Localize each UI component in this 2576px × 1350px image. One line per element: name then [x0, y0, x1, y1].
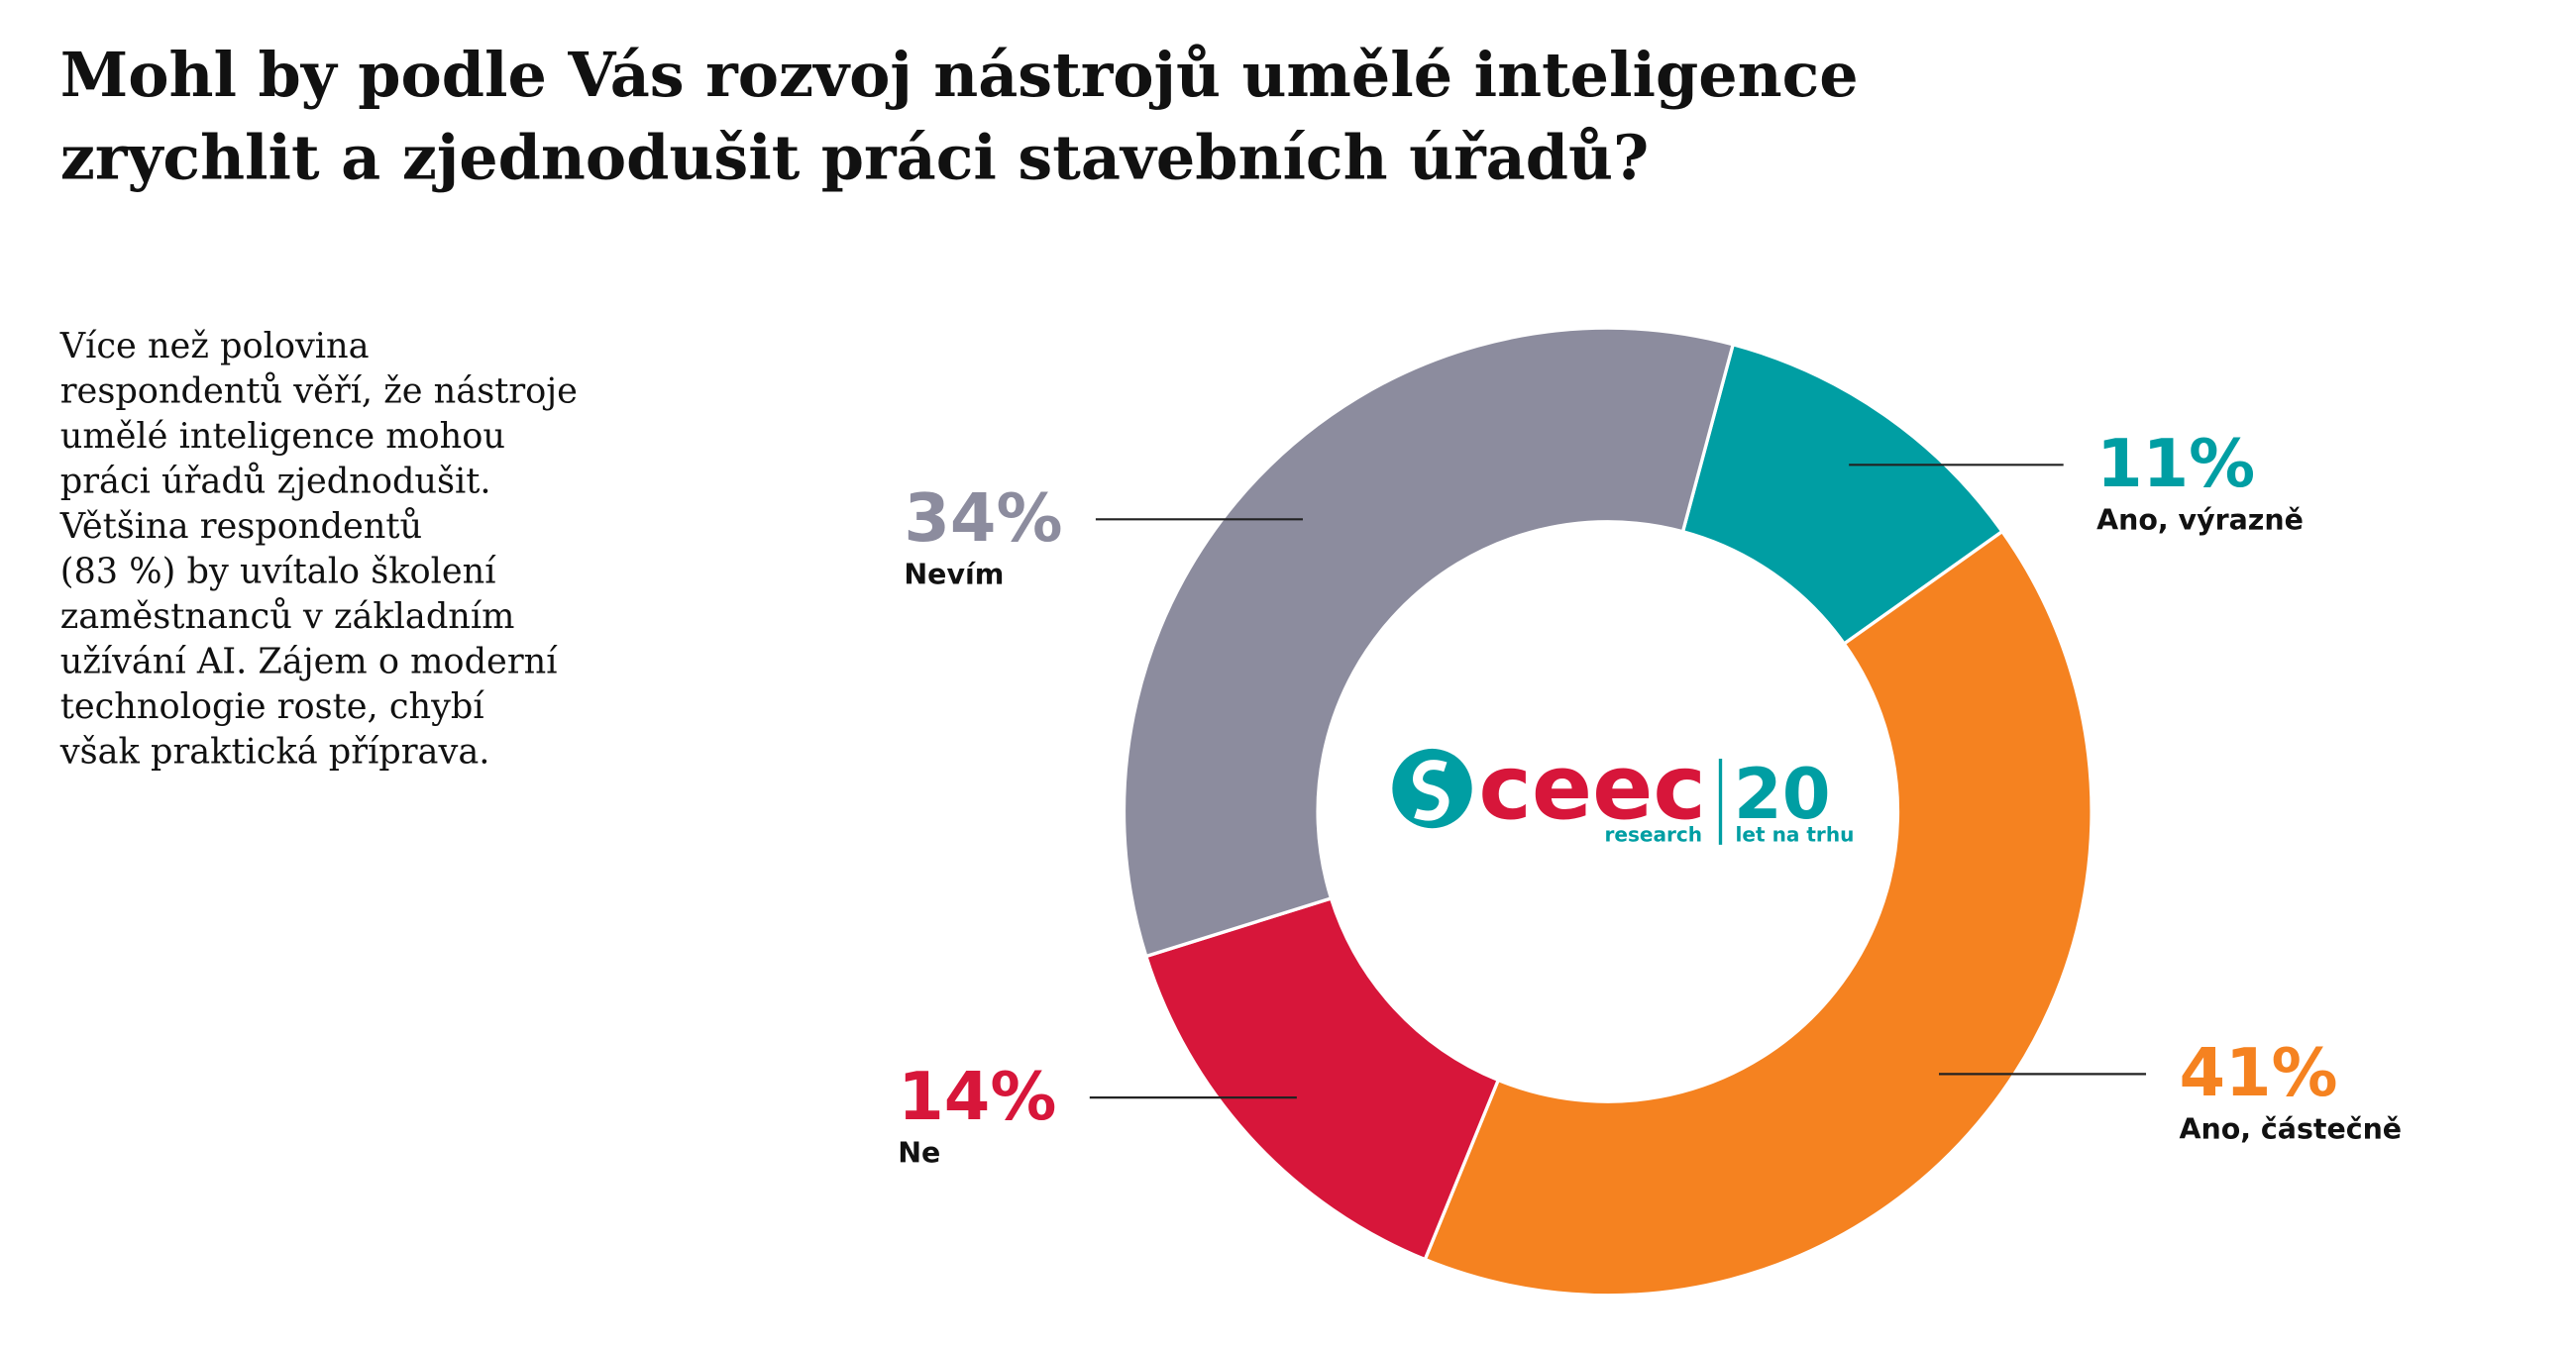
chart-title: zrychlit a zjednodušit práci stavebních …	[60, 122, 1649, 194]
slice	[1122, 326, 1736, 959]
description-line: práci úřadů zjednodušit.	[60, 462, 491, 502]
description-line: užívání AI. Zájem o moderní	[60, 642, 558, 682]
logo-years: 20	[1734, 754, 1831, 835]
description-line: umělé inteligence mohou	[60, 416, 505, 457]
value-label: 34%	[904, 479, 1062, 557]
description-line: respondentů věří, že nástroje	[60, 371, 578, 412]
value-label: 11%	[2096, 425, 2255, 502]
value-label: 14%	[898, 1058, 1056, 1135]
category-label: Ano, výrazně	[2096, 504, 2304, 537]
chart-title: Mohl by podle Vás rozvoj nástrojů umělé …	[60, 39, 1859, 111]
description-line: (83 %) by uvítalo školení	[60, 552, 497, 592]
category-label: Nevím	[904, 559, 1004, 591]
value-label: 41%	[2179, 1034, 2337, 1111]
category-label: Ano, částečně	[2179, 1113, 2402, 1146]
slice	[1143, 895, 1501, 1262]
logo-years-sub: let na trhu	[1736, 823, 1855, 847]
logo-icon-mark	[1413, 760, 1449, 821]
logo: ceec research 20 let na trhu	[1392, 736, 1855, 847]
logo-sub: research	[1605, 823, 1703, 847]
logo-name: ceec	[1478, 736, 1706, 840]
description-line: zaměstnanců v základním	[60, 596, 515, 637]
description-line: však praktická příprava.	[59, 732, 490, 773]
description-line: Většina respondentů	[59, 506, 422, 547]
slice	[1423, 529, 2093, 1298]
category-label: Ne	[898, 1136, 940, 1169]
description: Více než polovina respondentů věří, že ná…	[59, 326, 578, 772]
description-line: Více než polovina	[59, 326, 370, 366]
description-line: technologie roste, chybí	[60, 686, 485, 727]
